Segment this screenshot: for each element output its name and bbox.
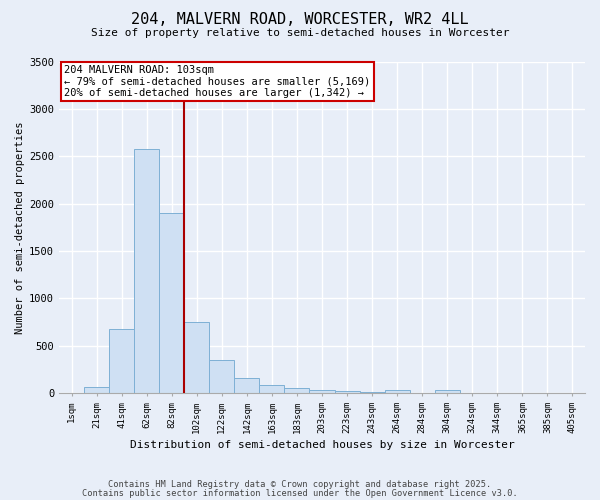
Bar xyxy=(359,392,385,393)
Text: 204 MALVERN ROAD: 103sqm
← 79% of semi-detached houses are smaller (5,169)
20% o: 204 MALVERN ROAD: 103sqm ← 79% of semi-d… xyxy=(64,65,371,98)
Text: Contains public sector information licensed under the Open Government Licence v3: Contains public sector information licen… xyxy=(82,489,518,498)
Bar xyxy=(184,322,209,393)
Bar xyxy=(259,384,284,393)
Bar xyxy=(310,390,335,393)
Bar xyxy=(435,390,460,393)
Bar xyxy=(159,213,184,393)
Bar xyxy=(235,378,259,393)
Bar xyxy=(385,390,410,393)
Bar xyxy=(335,391,359,393)
Bar xyxy=(84,388,109,393)
Text: Contains HM Land Registry data © Crown copyright and database right 2025.: Contains HM Land Registry data © Crown c… xyxy=(109,480,491,489)
Text: Size of property relative to semi-detached houses in Worcester: Size of property relative to semi-detach… xyxy=(91,28,509,38)
Y-axis label: Number of semi-detached properties: Number of semi-detached properties xyxy=(15,121,25,334)
X-axis label: Distribution of semi-detached houses by size in Worcester: Distribution of semi-detached houses by … xyxy=(130,440,514,450)
Text: 204, MALVERN ROAD, WORCESTER, WR2 4LL: 204, MALVERN ROAD, WORCESTER, WR2 4LL xyxy=(131,12,469,28)
Bar xyxy=(134,148,159,393)
Bar xyxy=(109,328,134,393)
Bar xyxy=(209,360,235,393)
Bar xyxy=(284,388,310,393)
